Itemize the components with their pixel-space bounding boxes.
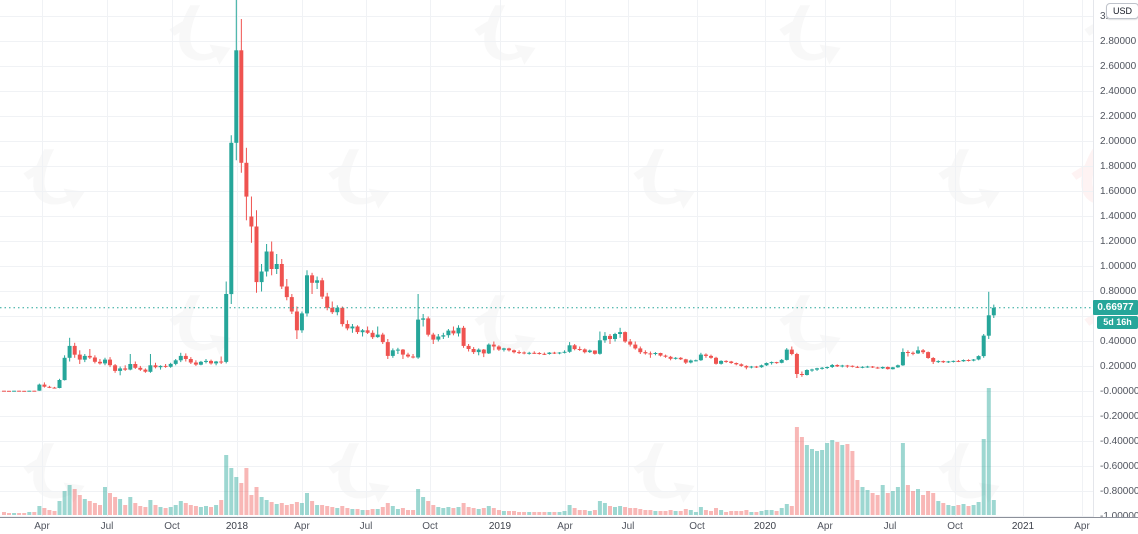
price-axis[interactable]: 3.000002.800002.600002.400002.200002.000… [1093,0,1138,522]
price-scale-label: 0.20000 [1100,360,1137,372]
time-scale-label: Jul [359,521,373,532]
time-scale-label: Apr [557,521,573,532]
price-scale-label: 2.00000 [1100,135,1137,147]
current-price-tag: 0.66977 [1093,300,1138,316]
price-scale-label: 2.40000 [1100,85,1137,97]
price-scale-label: 1.20000 [1100,235,1137,247]
price-scale-label: 1.40000 [1100,210,1137,222]
price-scale-label: -0.80000 [1100,485,1138,497]
price-scale-label: 0.80000 [1100,285,1137,297]
time-scale-label: 2018 [225,521,249,532]
price-scale-label: 1.00000 [1100,260,1137,272]
time-scale-label: Apr [1074,521,1090,532]
price-scale-label: 2.60000 [1100,60,1137,72]
time-scale-label: Jul [883,521,897,532]
price-scale-label: -0.20000 [1100,410,1138,422]
price-scale-label: 1.80000 [1100,160,1137,172]
price-scale-label: -0.60000 [1100,460,1138,472]
price-scale-label: -1.00000 [1100,510,1138,522]
price-scale-label: -0.00000 [1100,385,1138,397]
time-scale-label: 2019 [488,521,512,532]
currency-toggle-button[interactable]: USD [1106,3,1138,19]
bar-countdown-tag: 5d 16h [1097,316,1138,330]
time-scale-label: Jul [100,521,114,532]
time-scale-label: Oct [164,521,180,532]
time-scale-label: 2020 [753,521,777,532]
time-scale-label: 2021 [1011,521,1035,532]
price-scale-label: 2.80000 [1100,35,1137,47]
time-scale-label: Oct [947,521,963,532]
price-scale-label: 1.60000 [1100,185,1137,197]
time-axis[interactable]: Apr Jul Oct 2018 Apr Jul Oct 2019 Apr Jul Oct 2020 A… [0,517,1138,534]
price-scale-label: 2.20000 [1100,110,1137,122]
time-scale-label: Jul [621,521,635,532]
price-scale-label: -0.40000 [1100,435,1138,447]
time-scale-label: Oct [422,521,438,532]
time-scale-label: Apr [34,521,50,532]
time-scale-label: Apr [294,521,310,532]
time-scale-label: Apr [817,521,833,532]
price-scale-label: 0.40000 [1100,335,1137,347]
time-scale-label: Oct [689,521,705,532]
